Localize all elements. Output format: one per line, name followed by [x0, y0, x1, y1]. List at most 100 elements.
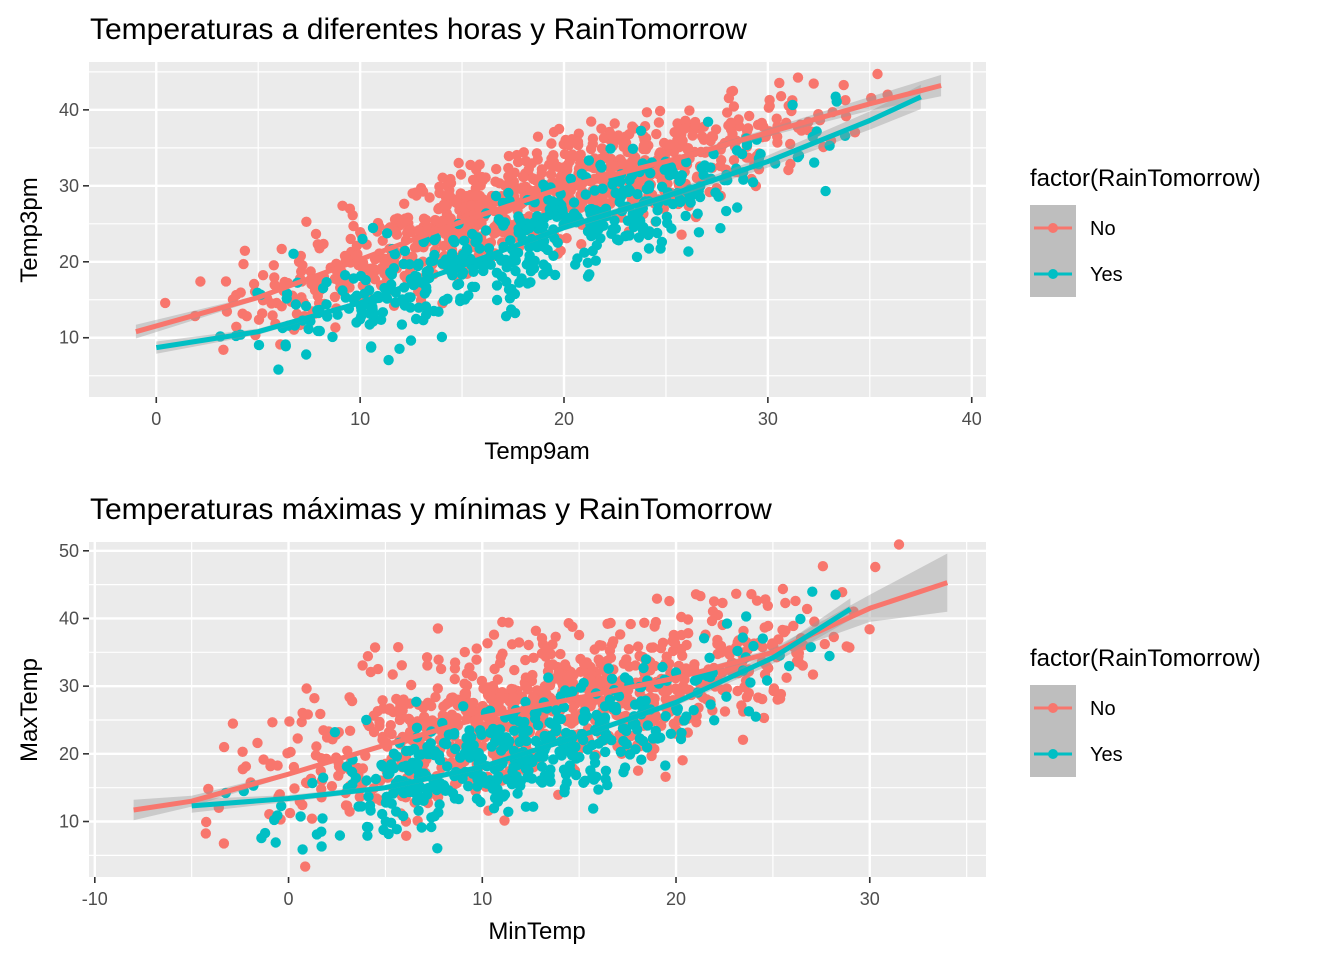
scatter-point-no — [231, 321, 242, 332]
scatter-point-no — [719, 706, 731, 717]
scatter-point-no — [541, 644, 552, 655]
scatter-point-yes — [361, 821, 373, 833]
scatter-point-no — [792, 72, 804, 83]
scatter-point-no — [347, 210, 358, 221]
scatter-point-no — [459, 646, 470, 658]
scatter-point-yes — [436, 331, 448, 343]
scatter-point-yes — [610, 187, 621, 199]
scatter-point-yes — [450, 743, 461, 755]
scatter-point-yes — [499, 789, 511, 800]
scatter-point-no — [520, 681, 531, 692]
scatter-point-yes — [383, 354, 394, 366]
chart-title-2: Temperaturas máximas y mínimas y RainTom… — [90, 493, 772, 526]
scatter-point-yes — [620, 231, 631, 242]
scatter-point-yes — [582, 271, 594, 282]
scatter-point-yes — [584, 204, 595, 215]
scatter-point-no — [698, 134, 710, 145]
x-tick-label: 30 — [860, 889, 880, 909]
scatter-point-yes — [547, 196, 558, 207]
panel-mintemp-maxtemp: Temperaturas máximas y mínimas y RainTom… — [16, 493, 986, 945]
scatter-point-yes — [579, 775, 591, 786]
scatter-point-yes — [650, 216, 662, 227]
scatter-point-yes — [544, 770, 555, 781]
scatter-point-no — [495, 651, 507, 663]
scatter-point-no — [266, 298, 277, 309]
scatter-point-yes — [618, 735, 629, 747]
scatter-point-yes — [807, 586, 818, 597]
scatter-point-no — [301, 216, 312, 227]
scatter-point-yes — [411, 696, 422, 707]
scatter-point-yes — [602, 779, 613, 791]
scatter-point-yes — [361, 714, 372, 726]
scatter-point-yes — [522, 278, 533, 289]
scatter-point-no — [471, 181, 482, 192]
scatter-point-no — [638, 140, 650, 151]
smooth-lines-2 — [133, 580, 949, 813]
scatter-point-yes — [512, 788, 523, 799]
scatter-point-no — [651, 593, 663, 604]
scatter-point-yes — [807, 131, 818, 143]
scatter-point-no — [421, 652, 433, 663]
scatter-point-no — [461, 191, 472, 202]
scatter-point-yes — [637, 735, 649, 747]
scatter-point-yes — [388, 748, 400, 759]
scatter-point-yes — [490, 190, 502, 202]
scatter-point-no — [609, 118, 620, 129]
scatter-point-yes — [430, 232, 441, 243]
scatter-point-no — [780, 625, 791, 636]
y-tick-label: 50 — [59, 541, 79, 561]
scatter-point-yes — [688, 705, 699, 716]
scatter-point-no — [491, 163, 502, 175]
scatter-point-yes — [635, 215, 646, 226]
scatter-point-no — [646, 750, 657, 762]
scatter-point-yes — [552, 713, 564, 724]
scatter-point-yes — [619, 762, 631, 773]
scatter-point-no — [655, 147, 666, 158]
scatter-point-no — [828, 631, 839, 643]
scatter-point-no — [758, 712, 770, 724]
scatter-point-no — [306, 813, 318, 824]
scatter-point-no — [506, 683, 517, 695]
scatter-point-no — [737, 734, 749, 745]
scatter-point-no — [608, 636, 619, 647]
scatter-point-no — [763, 102, 774, 113]
scatter-point-no — [252, 737, 263, 749]
scatter-point-no — [482, 682, 494, 693]
scatter-point-yes — [377, 307, 389, 318]
scatter-point-yes — [696, 162, 707, 174]
scatter-point-yes — [461, 741, 472, 752]
scatter-point-yes — [560, 685, 571, 696]
scatter-point-no — [387, 669, 398, 680]
scatter-point-yes — [570, 259, 581, 270]
scatter-point-no — [801, 603, 813, 615]
scatter-point-no — [292, 733, 303, 744]
scatter-point-yes — [411, 795, 423, 806]
y-tick-label: 10 — [59, 812, 79, 832]
scatter-point-no — [623, 644, 635, 655]
scatter-point-no — [741, 691, 753, 703]
scatter-point-no — [506, 639, 518, 650]
scatter-point-yes — [591, 240, 602, 251]
scatter-point-yes — [273, 364, 284, 375]
x-tick-label: 0 — [151, 409, 161, 429]
scatter-point-yes — [575, 682, 586, 693]
scatter-point-yes — [534, 220, 546, 231]
scatter-point-no — [838, 79, 849, 91]
scatter-point-yes — [667, 198, 679, 210]
scatter-point-no — [664, 595, 675, 607]
scatter-point-no — [235, 287, 246, 298]
scatter-point-yes — [367, 222, 379, 234]
scatter-point-yes — [364, 319, 375, 330]
scatter-point-yes — [429, 750, 440, 761]
scatter-point-no — [641, 107, 653, 118]
scatter-point-yes — [318, 772, 329, 783]
scatter-point-yes — [397, 761, 409, 772]
scatter-point-yes — [356, 310, 367, 322]
scatter-point-yes — [636, 696, 647, 707]
scatter-point-no — [555, 171, 566, 183]
scatter-point-no — [680, 115, 691, 127]
scatter-point-no — [289, 783, 300, 794]
scatter-point-no — [195, 276, 206, 287]
scatter-point-yes — [303, 323, 314, 335]
y-tick-label: 30 — [59, 676, 79, 696]
